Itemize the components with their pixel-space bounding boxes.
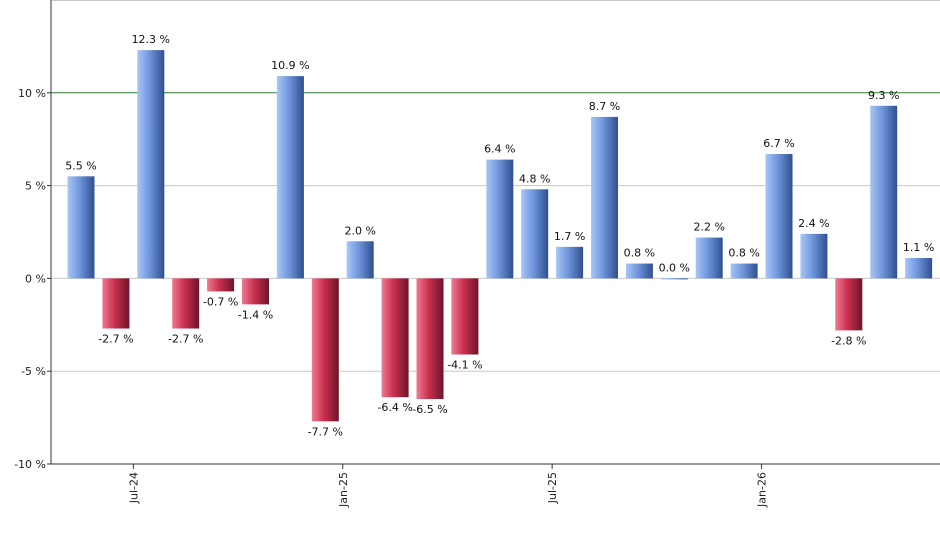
bar (451, 278, 479, 355)
x-tick-label: Jul-25 (546, 472, 559, 504)
bar-value-label: -6.4 % (377, 401, 412, 414)
bar (67, 176, 95, 279)
bar (172, 278, 200, 329)
bar (346, 241, 374, 279)
bar-value-label: 2.2 % (693, 221, 724, 234)
bar-value-label: 6.7 % (763, 137, 794, 150)
y-tick-label: -5 % (21, 365, 46, 378)
bar-value-label: 6.4 % (484, 143, 515, 156)
bar (660, 278, 688, 280)
bar-value-label: 9.3 % (868, 89, 899, 102)
bar (591, 116, 618, 279)
bar-value-label: -4.1 % (447, 358, 482, 371)
y-tick-label: 5 % (25, 180, 46, 193)
bar (556, 246, 584, 279)
bar (311, 278, 339, 422)
bar (137, 50, 165, 279)
bar-value-label: 1.1 % (903, 241, 934, 254)
y-tick-label: -10 % (14, 458, 46, 471)
bar-value-label: -2.7 % (98, 333, 133, 346)
bar (730, 263, 758, 279)
bar-value-label: 12.3 % (132, 33, 170, 46)
bar (800, 233, 828, 279)
x-tick-label: Jul-24 (127, 472, 140, 504)
data-labels: 5.5 % -2.7 % 12.3 % -2.7 % -0.7 %-1.4 % 10.9 … (65, 33, 934, 438)
bar-value-label: -0.7 % (203, 295, 238, 308)
bar (521, 189, 549, 279)
bar (625, 263, 653, 279)
bar (835, 278, 863, 331)
bar-value-label: 2.0 % (344, 224, 375, 237)
bar (381, 278, 409, 398)
bar-value-label: 10.9 % (271, 59, 309, 72)
bars (67, 50, 933, 422)
bar (242, 278, 269, 305)
bar-value-label: 0.8 % (624, 247, 655, 260)
bar-value-label: 1.7 % (554, 230, 585, 243)
bar (870, 105, 898, 279)
bar (276, 76, 304, 279)
bar-value-label: 5.5 % (65, 159, 96, 172)
bar-value-label: -2.7 % (168, 333, 203, 346)
bar-value-label: 0.0 % (659, 261, 690, 274)
bar (765, 154, 793, 279)
y-tick-label: 10 % (18, 87, 46, 100)
bar (695, 237, 723, 279)
bar (486, 159, 514, 279)
bar (207, 278, 235, 292)
bar (416, 278, 444, 400)
bar-value-label: -2.8 % (831, 334, 866, 347)
bar-value-label: -1.4 % (238, 308, 273, 321)
bar (102, 278, 130, 329)
bar-value-label: 8.7 % (589, 100, 620, 113)
bar-value-label: 2.4 % (798, 217, 829, 230)
bar-value-label: 4.8 % (519, 172, 550, 185)
bar-value-label: -6.5 % (412, 403, 447, 416)
bar (905, 257, 933, 279)
y-tick-label: 0 % (25, 272, 46, 285)
axes: -10 % -5 % 0 % 5 % 10 % Jul-24 Jan-25 Jul-25 Jan… (14, 0, 940, 508)
bar-value-label: 0.8 % (728, 247, 759, 260)
bar-value-label: -7.7 % (308, 425, 343, 438)
x-tick-label: Jan-25 (337, 472, 350, 508)
x-tick-label: Jan-26 (756, 472, 769, 508)
